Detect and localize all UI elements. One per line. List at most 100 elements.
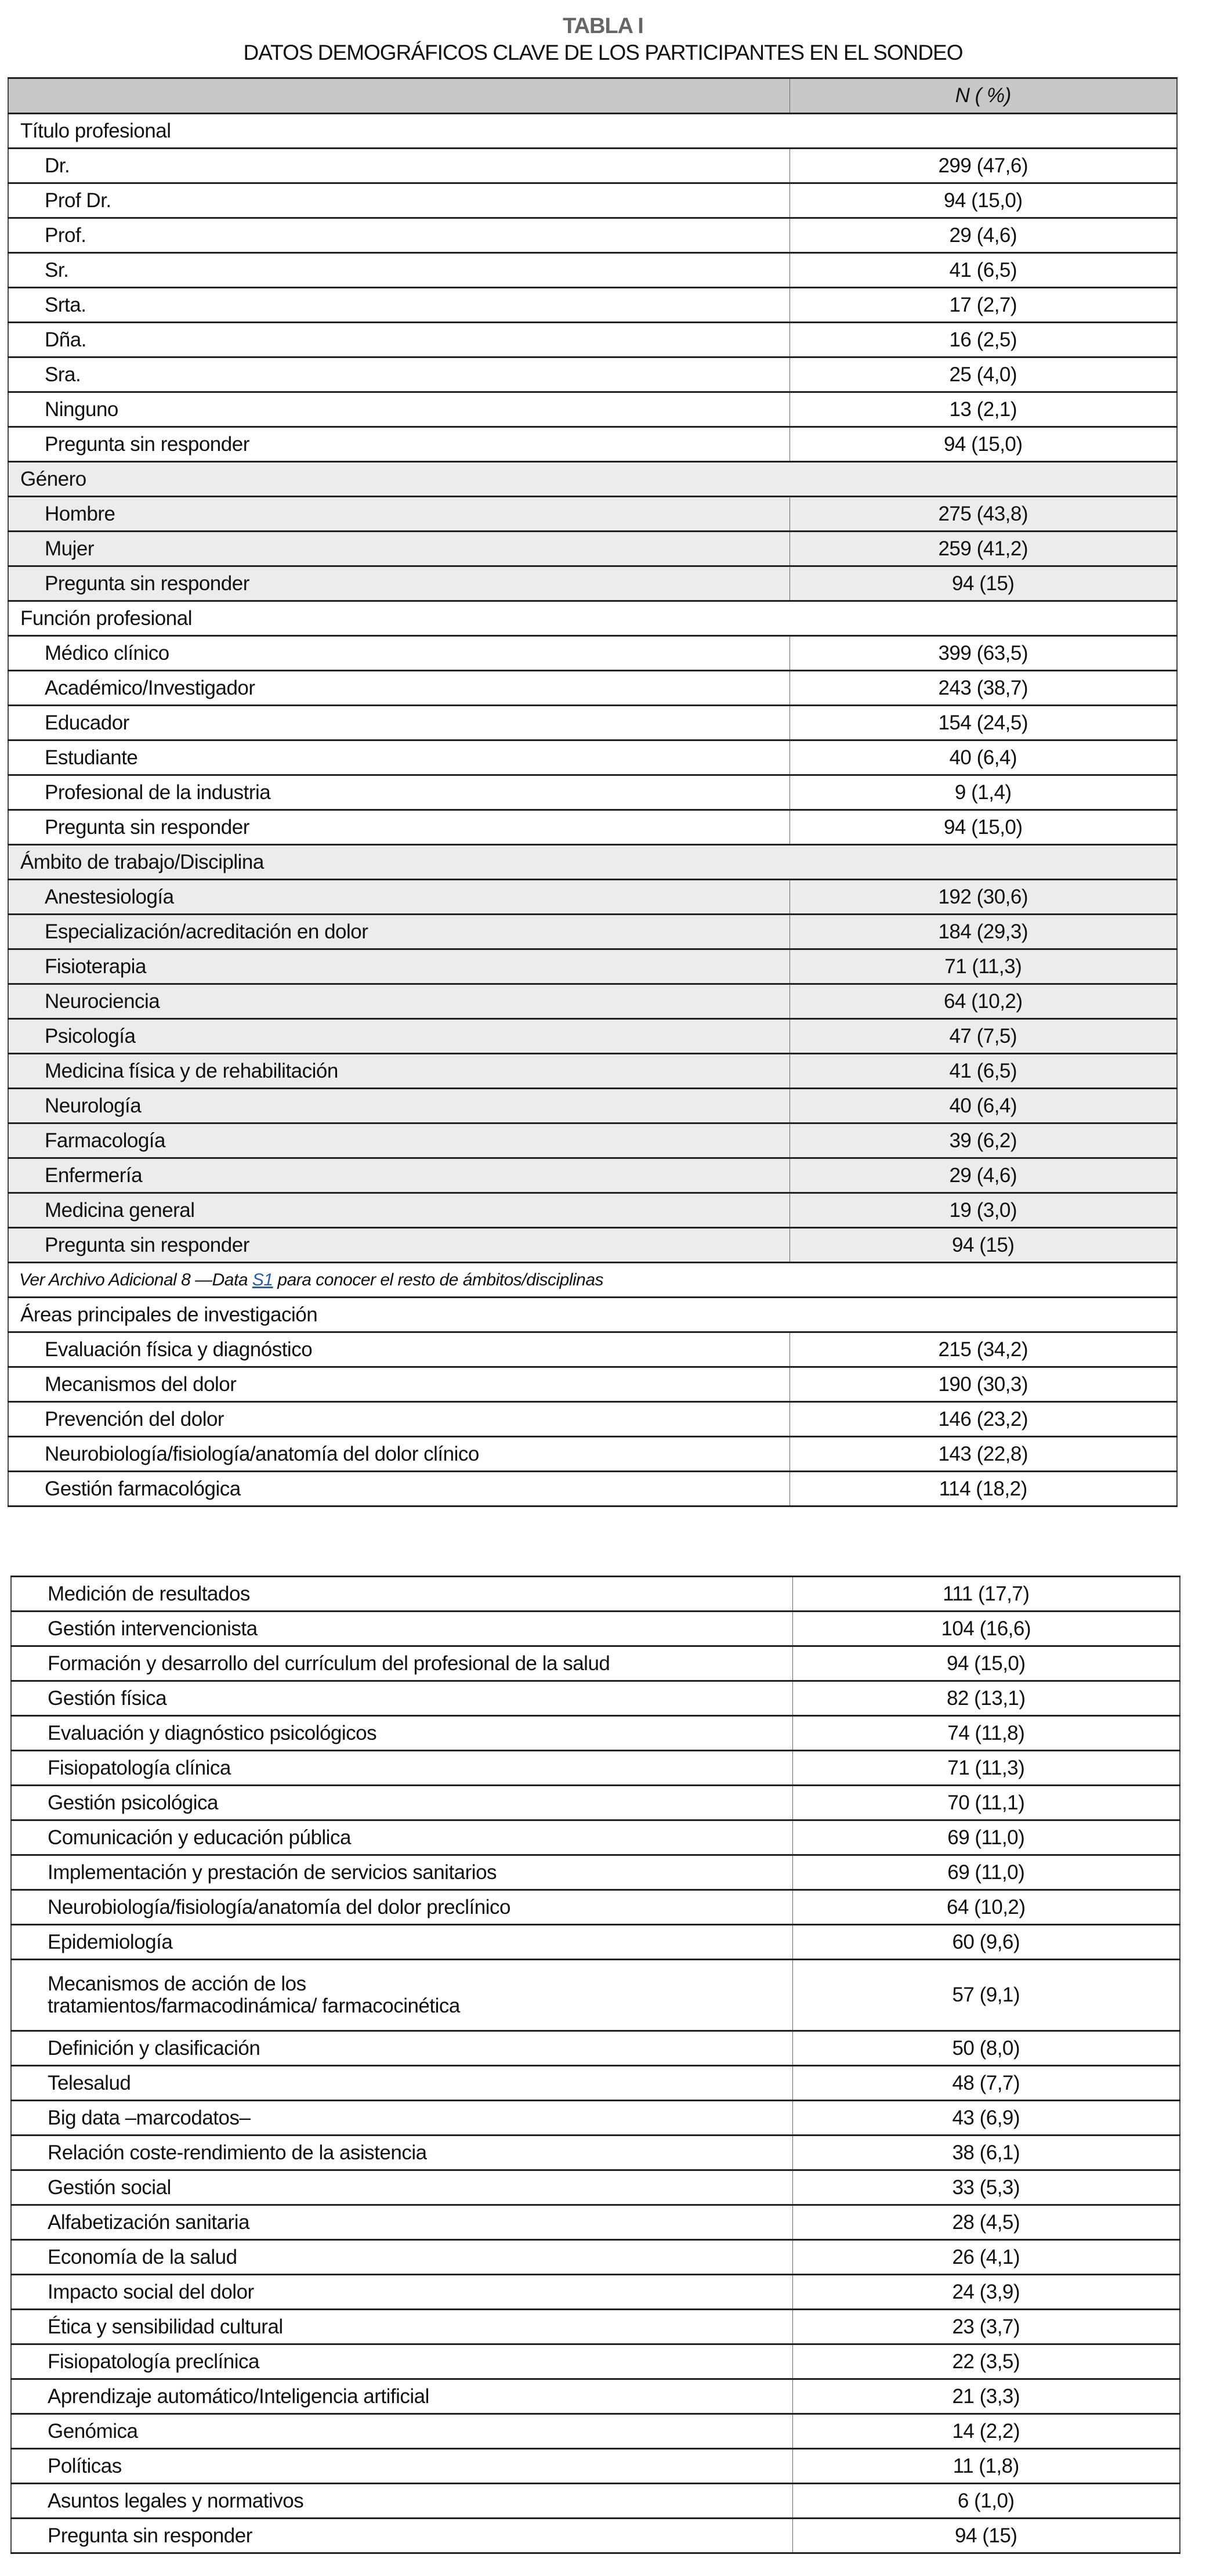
table-row: Formación y desarrollo del currículum de… [10, 1645, 1180, 1682]
row-label: Mecanismos de acción de los tratamientos… [10, 1959, 793, 2032]
row-label: Psicología [8, 1018, 790, 1054]
row-label: Enfermería [8, 1157, 790, 1194]
row-value: 94 (15) [789, 565, 1178, 602]
row-value: 16 (2,5) [789, 321, 1178, 358]
row-label: Políticas [10, 2448, 793, 2484]
table-row: Pregunta sin responder 94 (15) [8, 565, 1178, 602]
row-label: Prof Dr. [8, 182, 790, 219]
row-value: 94 (15,0) [789, 182, 1178, 219]
table-row: Gestión intervencionista 104 (16,6) [10, 1610, 1180, 1647]
row-value: 71 (11,3) [792, 1750, 1180, 1786]
header-n-percent: N ( %) [789, 77, 1178, 114]
row-value: 94 (15,0) [789, 809, 1178, 846]
table-row: Alfabetización sanitaria 28 (4,5) [10, 2204, 1180, 2241]
row-value: 28 (4,5) [792, 2204, 1180, 2241]
table-row: Genómica 14 (2,2) [10, 2413, 1180, 2449]
row-value: 71 (11,3) [789, 948, 1178, 985]
note-after: para conocer el resto de ámbitos/discipl… [273, 1270, 604, 1289]
row-value: 41 (6,5) [789, 252, 1178, 288]
table-row: Sra. 25 (4,0) [8, 356, 1178, 393]
row-value: 64 (10,2) [792, 1889, 1180, 1925]
row-label: Pregunta sin responder [8, 565, 790, 602]
table-row: Políticas 11 (1,8) [10, 2448, 1180, 2484]
row-label: Prevención del dolor [8, 1401, 790, 1437]
row-value: 192 (30,6) [789, 879, 1178, 915]
table-row: Relación coste-rendimiento de la asisten… [10, 2134, 1180, 2171]
row-label: Académico/Investigador [8, 670, 790, 706]
row-label: Economía de la salud [10, 2239, 793, 2275]
row-label: Fisiopatología preclínica [10, 2343, 793, 2380]
table-row: Neurobiología/fisiología/anatomía del do… [10, 1889, 1180, 1925]
table-row: Fisiopatología clínica 71 (11,3) [10, 1750, 1180, 1786]
row-label: Neurología [8, 1088, 790, 1124]
table-row: Ninguno 13 (2,1) [8, 391, 1178, 428]
table-row: Gestión física 82 (13,1) [10, 1680, 1180, 1717]
row-value: 69 (11,0) [792, 1819, 1180, 1856]
row-label: Mecanismos del dolor [8, 1366, 790, 1403]
row-value: 40 (6,4) [789, 739, 1178, 776]
header-row: N ( %) [8, 77, 1178, 114]
table-row: Farmacología 39 (6,2) [8, 1122, 1178, 1159]
row-label: Medicina física y de rehabilitación [8, 1053, 790, 1089]
table-row: Asuntos legales y normativos 6 (1,0) [10, 2483, 1180, 2519]
section-header-row: Título profesional [8, 113, 1178, 149]
note-text: Ver Archivo Adicional 8 —Data S1 para co… [8, 1262, 1178, 1298]
table-row: Mecanismos de acción de los tratamientos… [10, 1959, 1180, 2032]
table-row: Definición y clasificación 50 (8,0) [10, 2030, 1180, 2066]
row-label: Srta. [8, 287, 790, 323]
row-value: 9 (1,4) [789, 774, 1178, 811]
row-value: 69 (11,0) [792, 1854, 1180, 1891]
row-value: 111 (17,7) [792, 1576, 1180, 1612]
table-row: Fisiopatología preclínica 22 (3,5) [10, 2343, 1180, 2380]
row-value: 94 (15,0) [792, 1645, 1180, 1682]
row-label: Farmacología [8, 1122, 790, 1159]
table-row: Gestión farmacológica 114 (18,2) [8, 1471, 1178, 1507]
table-row: Dña. 16 (2,5) [8, 321, 1178, 358]
row-value: 64 (10,2) [789, 983, 1178, 1020]
table-row: Pregunta sin responder 94 (15,0) [8, 426, 1178, 463]
note-row: Ver Archivo Adicional 8 —Data S1 para co… [8, 1262, 1178, 1298]
row-value: 143 (22,8) [789, 1436, 1178, 1472]
row-label: Evaluación y diagnóstico psicológicos [10, 1715, 793, 1751]
row-label: Dr. [8, 147, 790, 184]
data-s1-link[interactable]: S1 [252, 1270, 273, 1289]
table-row: Medicina física y de rehabilitación 41 (6… [8, 1053, 1178, 1089]
row-value: 114 (18,2) [789, 1471, 1178, 1507]
row-label: Telesalud [10, 2065, 793, 2101]
table-row: Enfermería 29 (4,6) [8, 1157, 1178, 1194]
table-row: Prof. 29 (4,6) [8, 217, 1178, 254]
section-label: Función profesional [8, 600, 1178, 637]
row-label: Mujer [8, 530, 790, 567]
table-row: Médico clínico 399 (63,5) [8, 635, 1178, 671]
table-row: Dr. 299 (47,6) [8, 147, 1178, 184]
row-label: Implementación y prestación de servicios… [10, 1854, 793, 1891]
table-row: Big data –marcodatos– 43 (6,9) [10, 2100, 1180, 2136]
row-label: Dña. [8, 321, 790, 358]
row-label: Educador [8, 704, 790, 741]
table-row: Neurociencia 64 (10,2) [8, 983, 1178, 1020]
row-label: Prof. [8, 217, 790, 254]
row-value: 43 (6,9) [792, 2100, 1180, 2136]
row-label: Comunicación y educación pública [10, 1819, 793, 1856]
row-value: 21 (3,3) [792, 2378, 1180, 2415]
row-label: Gestión social [10, 2169, 793, 2206]
row-label: Ética y sensibilidad cultural [10, 2308, 793, 2345]
row-value: 82 (13,1) [792, 1680, 1180, 1717]
row-label: Sra. [8, 356, 790, 393]
row-value: 26 (4,1) [792, 2239, 1180, 2275]
table-row: Medición de resultados 111 (17,7) [10, 1576, 1180, 1612]
row-value: 39 (6,2) [789, 1122, 1178, 1159]
row-label: Medición de resultados [10, 1576, 793, 1612]
row-label: Anestesiología [8, 879, 790, 915]
table-row: Gestión psicológica 70 (11,1) [10, 1784, 1180, 1821]
table-row: Ética y sensibilidad cultural 23 (3,7) [10, 2308, 1180, 2345]
row-value: 184 (29,3) [789, 913, 1178, 950]
row-label: Estudiante [8, 739, 790, 776]
table-row: Implementación y prestación de servicios… [10, 1854, 1180, 1891]
row-label: Gestión intervencionista [10, 1610, 793, 1647]
row-value: 146 (23,2) [789, 1401, 1178, 1437]
row-value: 299 (47,6) [789, 147, 1178, 184]
row-value: 14 (2,2) [792, 2413, 1180, 2449]
table-row: Neurobiología/fisiología/anatomía del do… [8, 1436, 1178, 1472]
table-title: TABLA I [563, 14, 644, 38]
